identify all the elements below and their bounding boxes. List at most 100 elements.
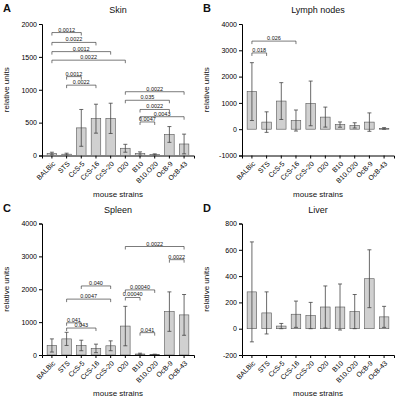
y-tick: 2000 (21, 21, 42, 28)
error-bar-cap (109, 103, 113, 104)
y-axis: -2000200400600800 (223, 220, 243, 358)
error-bar-cap (279, 82, 283, 83)
y-tick: 600 (225, 247, 242, 254)
error-bar-cap (153, 354, 157, 355)
error-bar (50, 339, 54, 352)
y-tick-label: 3000 (21, 253, 37, 260)
panel: 01000200030004000BALBicSTSCcS-5CcS-16CcS… (2, 202, 195, 399)
y-tick-mark (239, 276, 242, 277)
x-tick-mark (125, 156, 126, 159)
x-axis-title: mouse strains (293, 389, 343, 398)
plot-area (47, 33, 189, 156)
error-bar-cap (79, 350, 83, 351)
error-bar-stem (281, 83, 282, 120)
x-tick: B10.O20 (335, 355, 360, 384)
x-tick-mark (369, 156, 370, 159)
error-bar (79, 109, 83, 146)
y-axis: 01000200030004000 (21, 220, 42, 358)
error-bar-stem (369, 250, 370, 308)
error-bar-stem (310, 302, 311, 328)
plot-area (47, 247, 189, 355)
error-bar-stem (95, 344, 96, 353)
error-bar (382, 128, 386, 130)
x-tick-mark (384, 355, 385, 358)
x-tick-mark (354, 156, 355, 159)
x-axis: BALBicSTSCcS-5CcS-16CcS-20O20B10B10.O20O… (35, 156, 194, 185)
x-tick-mark (281, 156, 282, 159)
x-tick-label: BALBic (35, 160, 57, 182)
error-bar-stem (66, 332, 67, 345)
significance-label: 0.0022 (168, 254, 185, 260)
error-bar (182, 134, 186, 154)
error-bar-stem (81, 109, 82, 146)
error-bar (50, 152, 54, 155)
panel-title: Skin (109, 5, 127, 15)
error-bar (265, 112, 269, 133)
error-bar (250, 242, 254, 342)
significance-label: 0.0022 (146, 103, 163, 109)
error-bar (382, 306, 386, 327)
error-bar-cap (338, 283, 342, 284)
x-tick-mark (184, 355, 185, 358)
y-tick-mark (239, 329, 242, 330)
error-bar-cap (65, 155, 69, 156)
y-axis-line (239, 224, 243, 356)
y-tick: 0 (33, 152, 42, 159)
x-tick-mark (81, 355, 82, 358)
error-bar-stem (184, 295, 185, 336)
x-axis-line (243, 156, 395, 159)
y-tick-label: 2000 (21, 21, 37, 28)
error-bar-stem (266, 112, 267, 133)
significance-label: 0.00040 (130, 284, 150, 290)
x-tick-mark (125, 355, 126, 358)
error-bar-cap (338, 121, 342, 122)
x-tick-mark (95, 156, 96, 159)
x-tick-label: CcS-20 (94, 359, 116, 381)
x-tick-label: OcB-43 (167, 160, 189, 182)
y-tick-mark (39, 355, 42, 356)
significance-label: 0.00040 (123, 291, 143, 297)
error-bar (309, 81, 313, 126)
panel: -2000200400600800BALBicSTSCcS-5CcS-16CcS… (202, 202, 395, 399)
error-bar (65, 153, 69, 155)
error-bar (353, 295, 357, 329)
error-bar-cap (353, 128, 357, 129)
error-bar (138, 353, 142, 355)
error-bar-cap (279, 119, 283, 120)
error-bar-stem (325, 107, 326, 127)
y-axis-title: relative units (202, 267, 211, 312)
y-axis-line (239, 25, 243, 157)
y-tick-label: -1000 (219, 152, 237, 159)
error-bar-stem (51, 339, 52, 352)
y-tick-mark (239, 302, 242, 303)
significance-label: 0.040 (89, 280, 103, 286)
x-tick: BALBic (235, 355, 257, 381)
x-tick-mark (154, 355, 155, 358)
x-tick: OcB-43 (367, 355, 389, 381)
error-bar-cap (123, 306, 127, 307)
y-tick: -1000 (219, 152, 242, 159)
error-bar-cap (50, 154, 54, 155)
y-tick: 4000 (221, 21, 242, 28)
y-tick: -200 (223, 352, 242, 359)
error-bar-stem (169, 292, 170, 331)
error-bar-cap (138, 151, 142, 152)
significance-bracket (67, 85, 96, 88)
error-bar-cap (309, 302, 313, 303)
significance-label: 0.018 (252, 47, 266, 53)
error-bar-stem (140, 152, 141, 155)
error-bar-stem (110, 341, 111, 351)
y-tick: 2000 (21, 286, 42, 293)
error-bar (294, 301, 298, 327)
error-bar-cap (153, 354, 157, 355)
error-bar-cap (65, 345, 69, 346)
x-tick-mark (281, 355, 282, 358)
x-tick: B10.O20 (135, 156, 160, 185)
error-bar-cap (109, 340, 113, 341)
y-axis: -100001000200030004000 (219, 21, 242, 160)
y-tick: 1000 (21, 86, 42, 93)
error-bar-stem (251, 242, 252, 342)
y-tick: 500 (25, 119, 42, 126)
error-bar-stem (281, 323, 282, 328)
y-axis-line (39, 224, 43, 356)
